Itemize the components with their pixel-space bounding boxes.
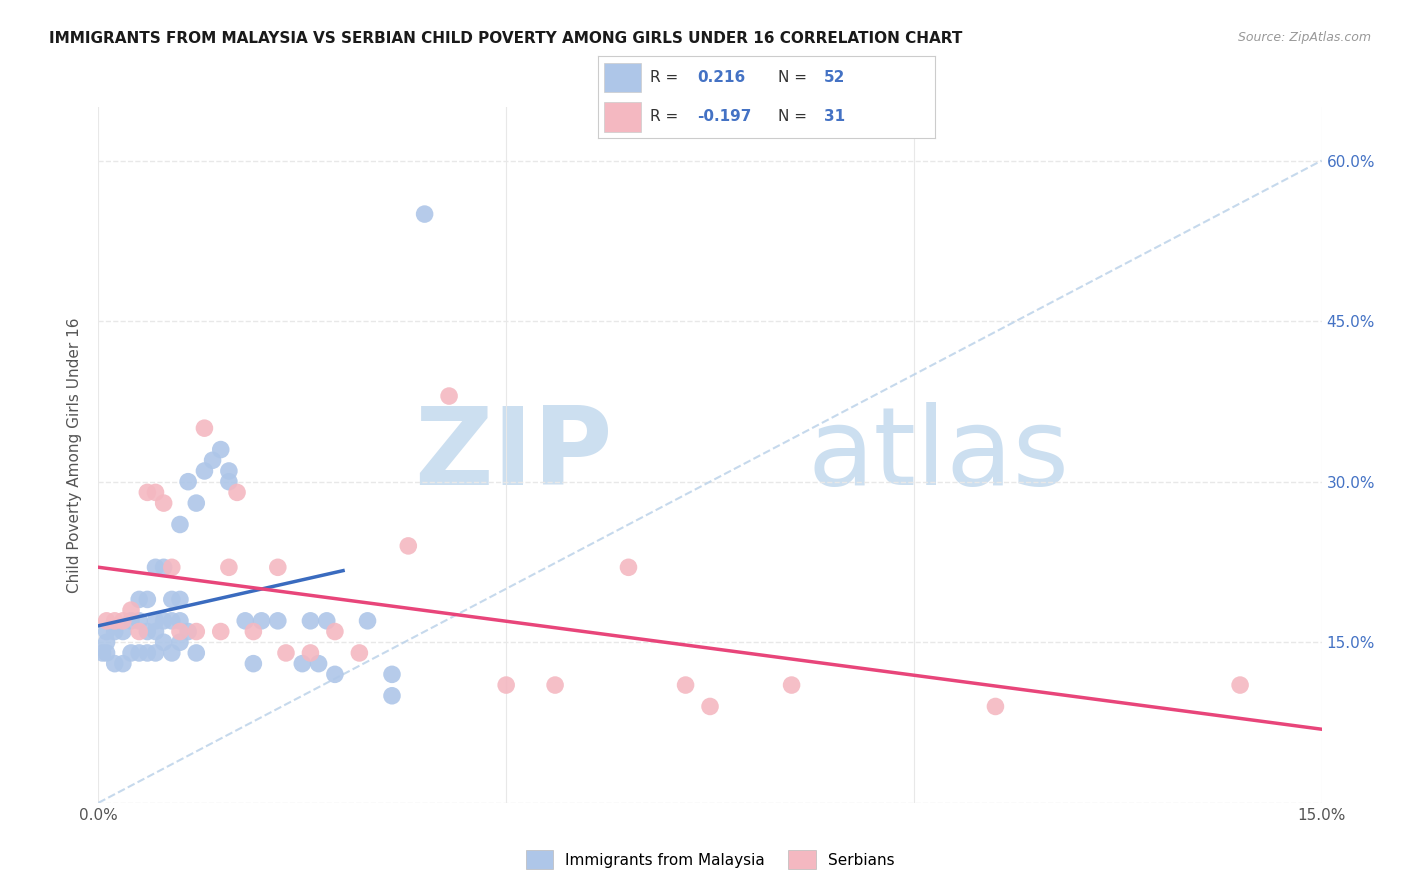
Text: IMMIGRANTS FROM MALAYSIA VS SERBIAN CHILD POVERTY AMONG GIRLS UNDER 16 CORRELATI: IMMIGRANTS FROM MALAYSIA VS SERBIAN CHIL… bbox=[49, 31, 963, 46]
Point bbox=[209, 624, 232, 639]
Point bbox=[675, 678, 697, 692]
Point bbox=[381, 667, 404, 681]
Point bbox=[617, 560, 640, 574]
Text: N =: N = bbox=[778, 110, 811, 124]
Legend: Immigrants from Malaysia, Serbians: Immigrants from Malaysia, Serbians bbox=[520, 845, 900, 875]
Point bbox=[145, 560, 167, 574]
Point bbox=[152, 635, 174, 649]
Text: ZIP: ZIP bbox=[413, 402, 612, 508]
Point bbox=[242, 624, 264, 639]
Point bbox=[242, 657, 264, 671]
Point bbox=[218, 464, 240, 478]
Point bbox=[544, 678, 567, 692]
Point bbox=[308, 657, 330, 671]
Point bbox=[111, 614, 134, 628]
Bar bbox=[605, 62, 641, 92]
Point bbox=[349, 646, 371, 660]
Point bbox=[120, 614, 142, 628]
Point bbox=[186, 646, 208, 660]
Text: R =: R = bbox=[650, 70, 683, 85]
Point bbox=[145, 646, 167, 660]
Point bbox=[323, 667, 346, 681]
Point bbox=[120, 603, 142, 617]
Point bbox=[299, 614, 322, 628]
Point bbox=[136, 624, 159, 639]
Point bbox=[291, 657, 314, 671]
Point bbox=[145, 624, 167, 639]
Point bbox=[413, 207, 436, 221]
Point bbox=[169, 614, 191, 628]
Point bbox=[250, 614, 273, 628]
Point bbox=[177, 624, 200, 639]
Point bbox=[96, 646, 118, 660]
Y-axis label: Child Poverty Among Girls Under 16: Child Poverty Among Girls Under 16 bbox=[67, 318, 83, 592]
Point bbox=[128, 614, 150, 628]
Point bbox=[437, 389, 460, 403]
Point bbox=[274, 646, 297, 660]
Point bbox=[169, 517, 191, 532]
Point bbox=[218, 475, 240, 489]
Point bbox=[169, 592, 191, 607]
Point bbox=[136, 646, 159, 660]
Point bbox=[160, 614, 183, 628]
Point bbox=[111, 624, 134, 639]
Point bbox=[128, 592, 150, 607]
Point bbox=[323, 624, 346, 639]
Point bbox=[136, 485, 159, 500]
Point bbox=[186, 624, 208, 639]
Point bbox=[104, 624, 127, 639]
Point bbox=[209, 442, 232, 457]
Point bbox=[233, 614, 256, 628]
Point bbox=[984, 699, 1007, 714]
Point bbox=[193, 464, 215, 478]
Point bbox=[152, 560, 174, 574]
Point bbox=[152, 614, 174, 628]
Text: 52: 52 bbox=[824, 70, 845, 85]
Point bbox=[495, 678, 517, 692]
Point bbox=[91, 646, 114, 660]
Point bbox=[160, 560, 183, 574]
Point bbox=[104, 657, 127, 671]
Point bbox=[186, 496, 208, 510]
Text: 31: 31 bbox=[824, 110, 845, 124]
Point bbox=[136, 592, 159, 607]
Point bbox=[381, 689, 404, 703]
Text: N =: N = bbox=[778, 70, 811, 85]
Point bbox=[169, 624, 191, 639]
Point bbox=[315, 614, 337, 628]
Point bbox=[218, 560, 240, 574]
Point bbox=[96, 635, 118, 649]
Point bbox=[267, 614, 290, 628]
Text: -0.197: -0.197 bbox=[697, 110, 751, 124]
Point bbox=[96, 624, 118, 639]
Point bbox=[169, 635, 191, 649]
Text: 0.216: 0.216 bbox=[697, 70, 745, 85]
Point bbox=[780, 678, 803, 692]
Point bbox=[160, 646, 183, 660]
Point bbox=[145, 485, 167, 500]
Point bbox=[299, 646, 322, 660]
Text: atlas: atlas bbox=[808, 402, 1070, 508]
Point bbox=[177, 475, 200, 489]
Point bbox=[699, 699, 721, 714]
Point bbox=[128, 646, 150, 660]
Point bbox=[226, 485, 249, 500]
Point bbox=[201, 453, 224, 467]
Point bbox=[396, 539, 419, 553]
Point bbox=[267, 560, 290, 574]
Point bbox=[152, 496, 174, 510]
Point bbox=[160, 592, 183, 607]
Point bbox=[1229, 678, 1251, 692]
Bar bbox=[605, 103, 641, 132]
Point bbox=[104, 614, 127, 628]
Point bbox=[193, 421, 215, 435]
Point bbox=[96, 614, 118, 628]
Point bbox=[128, 624, 150, 639]
Text: R =: R = bbox=[650, 110, 683, 124]
Text: Source: ZipAtlas.com: Source: ZipAtlas.com bbox=[1237, 31, 1371, 45]
Point bbox=[111, 657, 134, 671]
Point bbox=[356, 614, 378, 628]
Point bbox=[120, 646, 142, 660]
Point bbox=[145, 614, 167, 628]
